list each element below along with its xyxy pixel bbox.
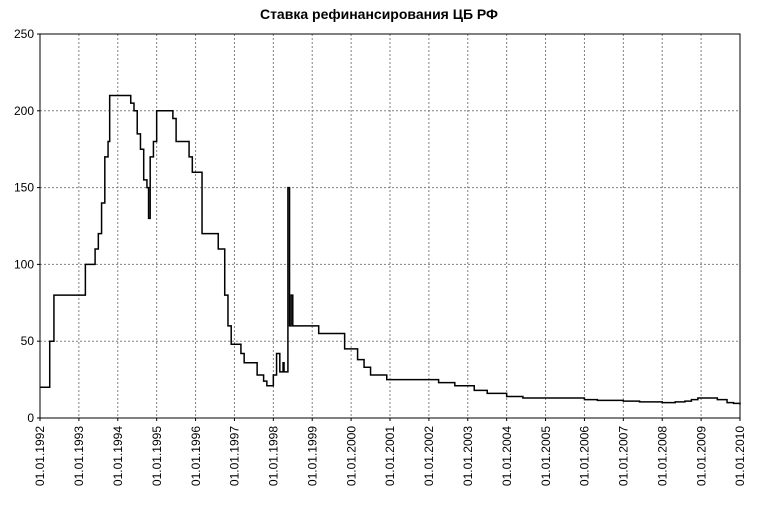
x-tick-label: 01.01.1995 (150, 426, 164, 486)
x-tick-label: 01.01.2002 (422, 426, 436, 486)
x-tick-label: 01.01.1998 (267, 426, 281, 486)
y-tick-label: 100 (14, 257, 34, 271)
chart-title: Ставка рефинансирования ЦБ РФ (0, 6, 758, 22)
x-tick-label: 01.01.1993 (72, 426, 86, 486)
x-tick-label: 01.01.2006 (578, 426, 592, 486)
x-tick-label: 01.01.2005 (539, 426, 553, 486)
chart-svg: 0 50 100 150 200 250 01.01.1992 01.01.1993 01.01… (0, 0, 758, 509)
x-tick-label: 01.01.2004 (500, 426, 514, 486)
y-tick-label: 0 (27, 411, 34, 425)
x-tick-label: 01.01.2010 (733, 426, 747, 486)
chart-container: Ставка рефинансирования ЦБ РФ 0 50 100 150 2… (0, 0, 758, 509)
x-tick-label: 01.01.1999 (305, 426, 319, 486)
x-tick-label: 01.01.2001 (383, 426, 397, 486)
x-tick-label: 01.01.2003 (461, 426, 475, 486)
y-tick-label: 150 (14, 181, 34, 195)
x-tick-label: 01.01.1994 (111, 426, 125, 486)
y-tick-label: 50 (21, 334, 35, 348)
x-tick-label: 01.01.2009 (694, 426, 708, 486)
x-tick-label: 01.01.2008 (655, 426, 669, 486)
x-tick-label: 01.01.2007 (617, 426, 631, 486)
x-tick-label: 01.01.1992 (33, 426, 47, 486)
y-tick-label: 250 (14, 27, 34, 41)
y-tick-label: 200 (14, 104, 34, 118)
x-tick-label: 01.01.2000 (344, 426, 358, 486)
x-tick-label: 01.01.1996 (189, 426, 203, 486)
x-tick-label: 01.01.1997 (228, 426, 242, 486)
